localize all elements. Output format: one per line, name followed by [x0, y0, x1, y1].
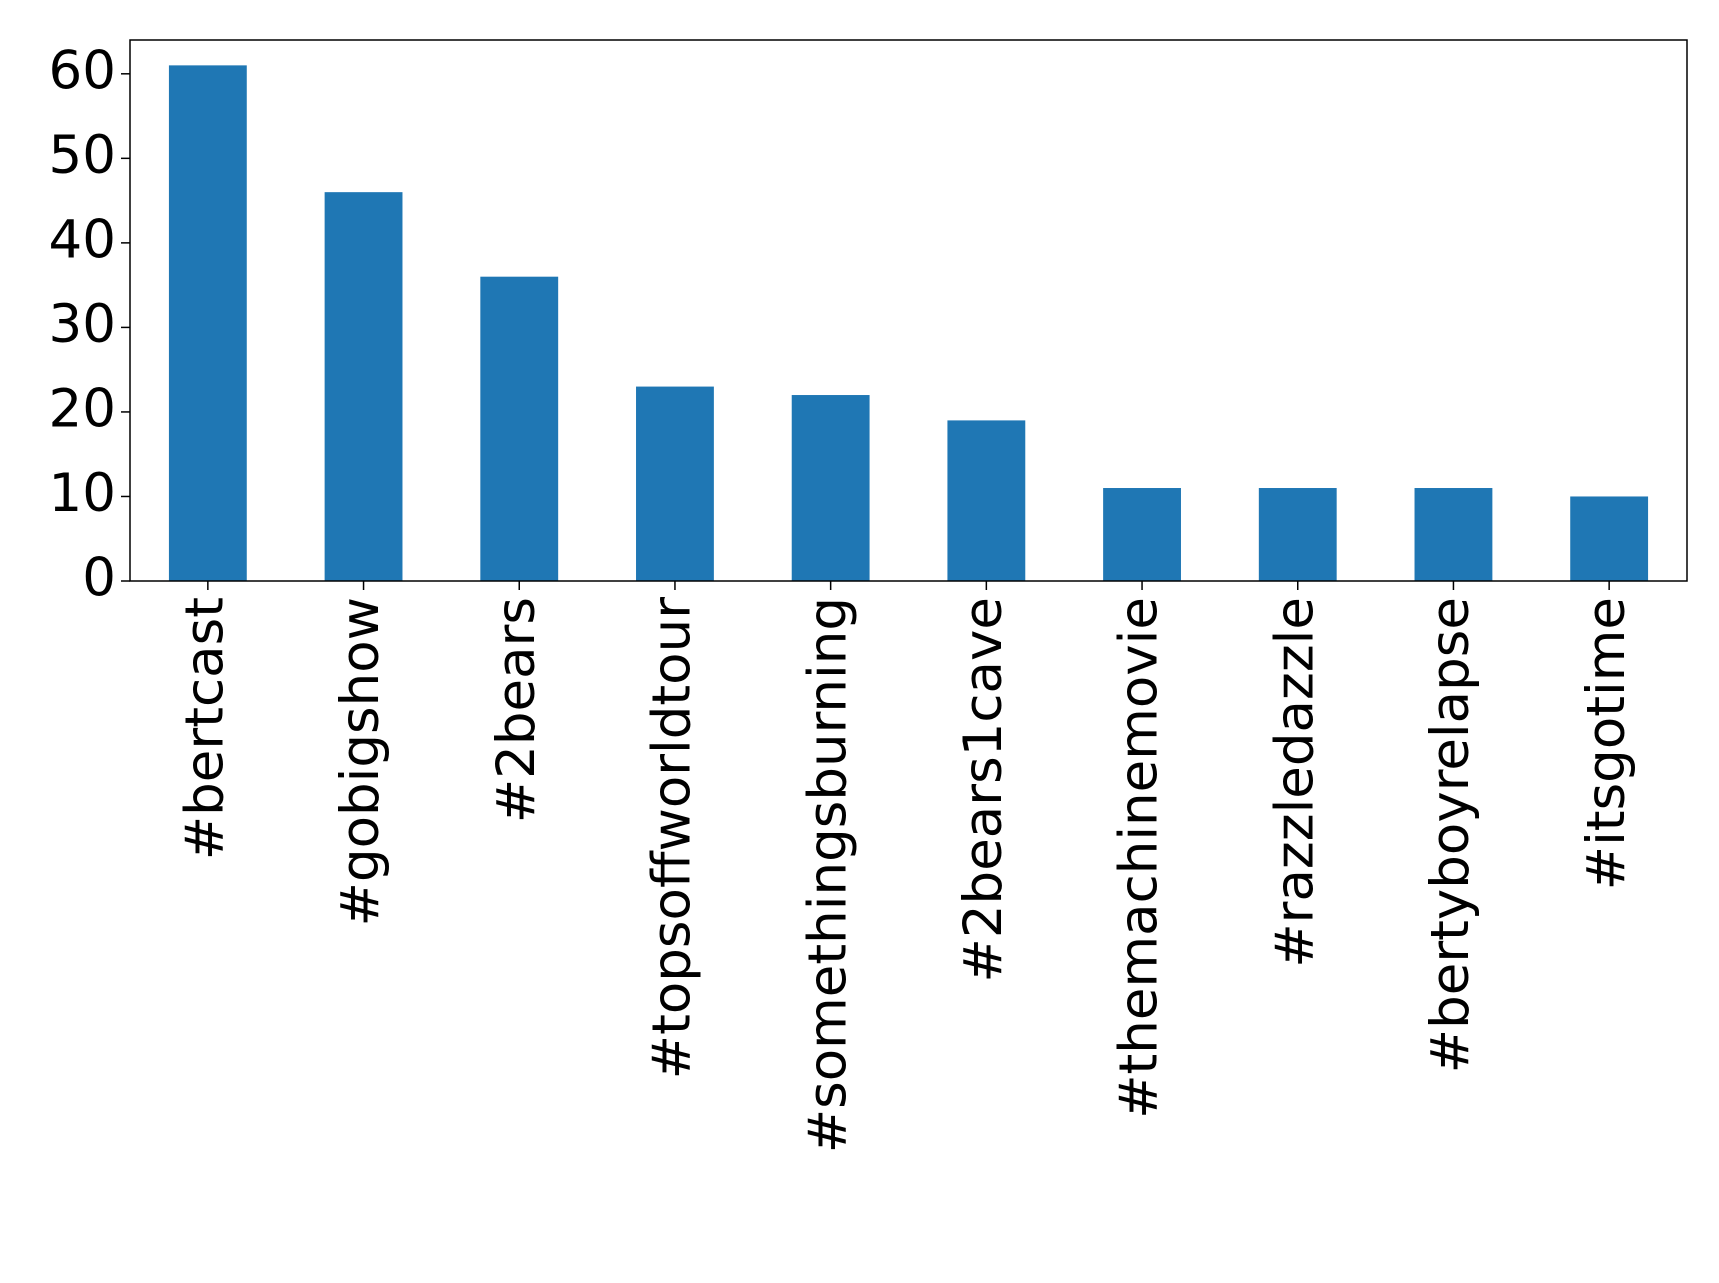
bar: [1414, 488, 1493, 581]
x-tick-label: #themachinemovie: [1109, 597, 1170, 1119]
bar: [791, 395, 870, 581]
x-tick-label: #itsgotime: [1576, 597, 1637, 890]
bar: [1103, 488, 1181, 581]
plot-frame: [129, 39, 1688, 582]
x-tick-label: #bertcast: [174, 597, 235, 860]
bar: [324, 192, 403, 581]
y-tick-label: 0: [82, 548, 116, 609]
bar: [1570, 496, 1649, 581]
x-tick-label: #bertyboyrelapse: [1420, 597, 1481, 1073]
bar: [480, 276, 559, 581]
bar: [168, 65, 247, 581]
y-tick-label: 50: [49, 125, 116, 186]
y-tick-label: 30: [49, 294, 116, 355]
y-tick-label: 60: [49, 40, 116, 101]
y-tick-label: 20: [49, 379, 116, 440]
x-tick-label: #2bears: [486, 597, 547, 823]
y-tick-label: 40: [49, 210, 116, 271]
x-tick-label: #somethingsburning: [797, 597, 858, 1153]
x-tick-label: #gobigshow: [330, 597, 391, 926]
y-tick-label: 10: [49, 463, 116, 524]
x-tick-label: #topsoffworldtour: [642, 597, 703, 1080]
bar: [1258, 488, 1337, 581]
bar: [636, 386, 714, 581]
x-tick-label: #razzledazzle: [1264, 597, 1325, 968]
x-tick-label: #2bears1cave: [953, 597, 1014, 983]
bar: [947, 420, 1026, 581]
